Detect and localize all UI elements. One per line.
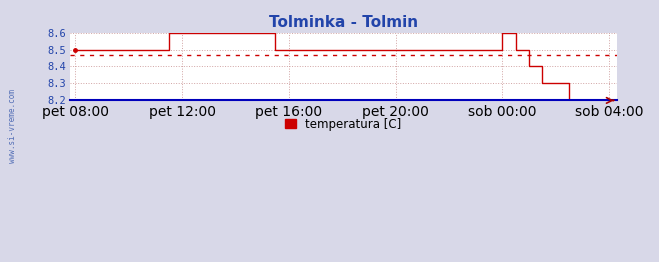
Text: www.si-vreme.com: www.si-vreme.com — [8, 89, 17, 163]
Legend: temperatura [C]: temperatura [C] — [281, 113, 407, 135]
Title: Tolminka - Tolmin: Tolminka - Tolmin — [269, 15, 418, 30]
